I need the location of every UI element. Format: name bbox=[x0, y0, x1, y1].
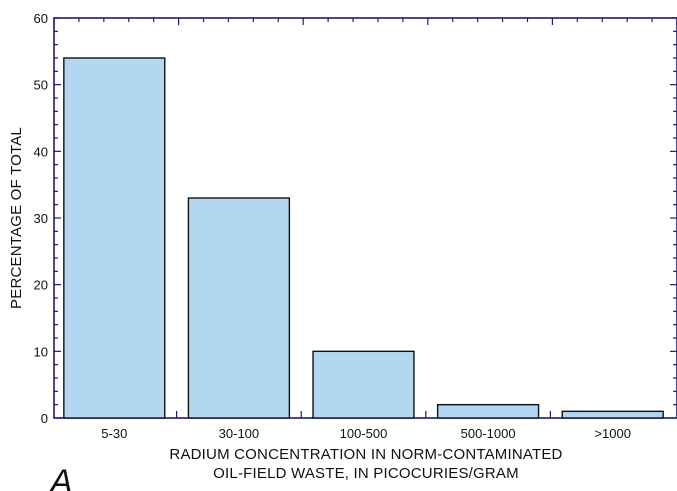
y-tick-label: 0 bbox=[41, 411, 48, 426]
y-axis-title: PERCENTAGE OF TOTAL bbox=[8, 127, 25, 309]
panel-label: A bbox=[48, 463, 73, 491]
x-tick-label: 100-500 bbox=[340, 426, 388, 441]
y-tick-label: 30 bbox=[34, 211, 48, 226]
x-axis bbox=[53, 18, 677, 418]
y-tick-label: 50 bbox=[34, 78, 48, 93]
bars bbox=[63, 57, 664, 419]
bar-4 bbox=[436, 403, 540, 419]
y-axis: 0 10 20 30 40 50 60 bbox=[34, 11, 677, 426]
x-tick-label: >1000 bbox=[594, 426, 631, 441]
x-axis-title-line-2: OIL-FIELD WASTE, IN PICOCURIES/GRAM bbox=[213, 465, 519, 482]
y-tick-label: 40 bbox=[34, 144, 48, 159]
x-tick-label: 30-100 bbox=[219, 426, 259, 441]
bar-2 bbox=[187, 197, 291, 419]
y-tick-label: 60 bbox=[34, 11, 48, 26]
bar-5 bbox=[561, 410, 664, 419]
y-tick-label: 10 bbox=[34, 344, 48, 359]
x-tick-label: 5-30 bbox=[101, 426, 127, 441]
x-tick-label: 500-1000 bbox=[461, 426, 516, 441]
bar-1 bbox=[63, 57, 166, 419]
x-axis-title-line-1: RADIUM CONCENTRATION IN NORM-CONTAMINATE… bbox=[169, 446, 562, 463]
x-tick-labels: 5-30 30-100 100-500 500-1000 >1000 bbox=[101, 426, 631, 441]
bar-3 bbox=[312, 350, 415, 419]
y-tick-label: 20 bbox=[34, 278, 48, 293]
